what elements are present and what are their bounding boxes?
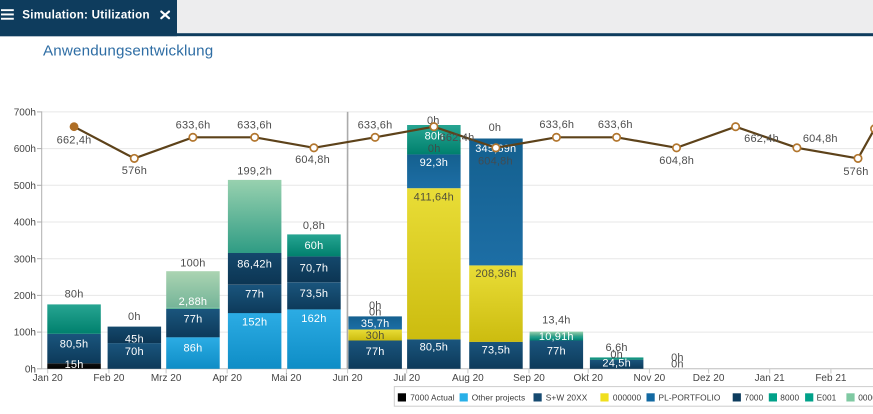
svg-text:86,42h: 86,42h [237, 258, 272, 270]
svg-text:000000: 000000 [858, 392, 873, 402]
svg-text:604,8h: 604,8h [659, 155, 694, 167]
svg-text:7000: 7000 [745, 392, 764, 402]
svg-text:400h: 400h [14, 218, 36, 229]
svg-text:633,6h: 633,6h [237, 120, 272, 132]
svg-text:PL-PORTFOLIO: PL-PORTFOLIO [659, 392, 721, 402]
svg-text:0,8h: 0,8h [303, 220, 325, 232]
svg-text:Feb 20: Feb 20 [93, 373, 125, 384]
svg-text:Okt 20: Okt 20 [573, 373, 603, 384]
svg-text:662,4h: 662,4h [440, 132, 475, 144]
svg-text:Mrz 20: Mrz 20 [151, 373, 182, 384]
svg-text:700h: 700h [14, 108, 36, 119]
svg-text:70,7h: 70,7h [300, 262, 329, 274]
svg-text:162h: 162h [301, 313, 326, 325]
svg-text:208,36h: 208,36h [475, 268, 516, 280]
svg-text:77h: 77h [245, 288, 264, 300]
svg-text:200h: 200h [14, 291, 36, 302]
svg-text:0h: 0h [428, 143, 441, 155]
svg-text:0h: 0h [671, 359, 684, 371]
svg-text:662,4h: 662,4h [57, 134, 92, 146]
svg-text:Dez 20: Dez 20 [693, 373, 725, 384]
svg-text:92,3h: 92,3h [420, 157, 449, 169]
svg-text:662,4h: 662,4h [744, 133, 779, 145]
svg-text:60h: 60h [304, 240, 323, 252]
svg-text:80,5h: 80,5h [420, 342, 449, 354]
svg-text:Jan 21: Jan 21 [755, 373, 785, 384]
svg-text:7000 Actual: 7000 Actual [410, 392, 455, 402]
svg-text:13,4h: 13,4h [542, 315, 571, 327]
svg-text:0h: 0h [128, 311, 141, 323]
svg-text:Other projects: Other projects [472, 392, 526, 402]
svg-text:100h: 100h [180, 257, 205, 269]
svg-text:604,8h: 604,8h [478, 156, 513, 168]
svg-text:77h: 77h [547, 346, 566, 358]
svg-text:000000: 000000 [613, 392, 642, 402]
svg-text:300h: 300h [14, 254, 36, 265]
svg-text:30h: 30h [366, 330, 385, 342]
svg-text:15h: 15h [65, 359, 84, 371]
svg-text:Feb 21: Feb 21 [815, 373, 847, 384]
svg-text:100h: 100h [14, 328, 36, 339]
svg-text:Nov 20: Nov 20 [634, 373, 666, 384]
svg-text:576h: 576h [843, 166, 868, 178]
svg-text:35,7h: 35,7h [361, 318, 390, 330]
svg-text:633,6h: 633,6h [176, 120, 211, 132]
svg-text:77h: 77h [366, 346, 385, 358]
svg-text:0h: 0h [610, 349, 623, 361]
svg-text:Apr 20: Apr 20 [212, 373, 242, 384]
svg-text:Sep 20: Sep 20 [513, 373, 545, 384]
svg-text:S+W 20XX: S+W 20XX [546, 392, 588, 402]
svg-text:86h: 86h [183, 342, 202, 354]
svg-text:Aug 20: Aug 20 [452, 373, 484, 384]
svg-text:80h: 80h [65, 288, 84, 300]
svg-text:411,64h: 411,64h [414, 191, 454, 203]
svg-text:2,88h: 2,88h [179, 296, 208, 308]
svg-text:10,91h: 10,91h [539, 331, 574, 343]
svg-text:Jul 20: Jul 20 [393, 373, 420, 384]
svg-text:8000: 8000 [780, 392, 799, 402]
svg-text:80,5h: 80,5h [60, 338, 89, 350]
svg-text:70h: 70h [125, 346, 144, 358]
svg-text:45h: 45h [125, 333, 144, 345]
svg-text:600h: 600h [14, 144, 36, 155]
svg-text:576h: 576h [122, 165, 147, 177]
svg-text:633,6h: 633,6h [598, 119, 633, 131]
svg-text:0h: 0h [489, 122, 502, 134]
svg-text:604,8h: 604,8h [295, 154, 330, 166]
svg-text:Jun 20: Jun 20 [333, 373, 363, 384]
svg-text:Mai 20: Mai 20 [271, 373, 301, 384]
svg-text:73,5h: 73,5h [300, 288, 329, 300]
svg-text:73,5h: 73,5h [482, 345, 511, 357]
svg-text:Jan 20: Jan 20 [33, 373, 63, 384]
svg-text:199,2h: 199,2h [237, 165, 272, 177]
svg-text:0h: 0h [369, 306, 382, 318]
svg-text:633,6h: 633,6h [539, 119, 574, 131]
svg-text:633,6h: 633,6h [358, 120, 393, 132]
svg-text:Simulation: Utilization: Simulation: Utilization [22, 9, 149, 22]
svg-text:152h: 152h [242, 316, 267, 328]
svg-text:500h: 500h [14, 181, 36, 192]
svg-text:77h: 77h [183, 313, 202, 325]
svg-text:Anwendungsentwicklung: Anwendungsentwicklung [43, 43, 213, 60]
svg-text:604,8h: 604,8h [803, 133, 838, 145]
svg-text:E001: E001 [817, 392, 837, 402]
